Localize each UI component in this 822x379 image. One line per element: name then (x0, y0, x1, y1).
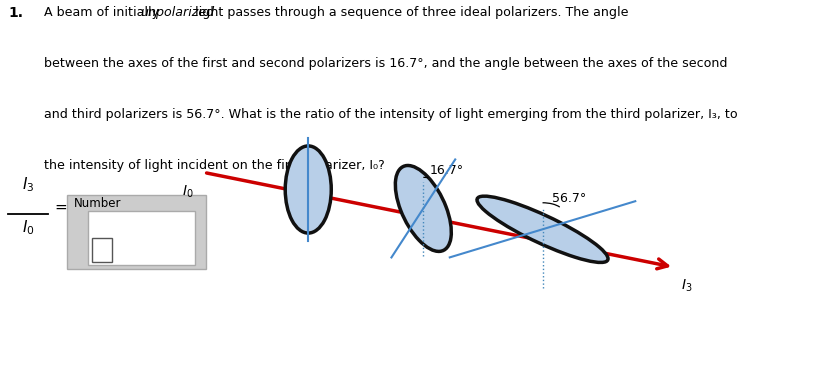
Text: 16.7°: 16.7° (430, 164, 464, 177)
Text: between the axes of the first and second polarizers is 16.7°, and the angle betw: between the axes of the first and second… (44, 57, 727, 70)
Ellipse shape (395, 166, 451, 251)
Text: =: = (54, 199, 67, 215)
Text: Number: Number (74, 197, 122, 210)
Ellipse shape (477, 196, 608, 262)
Text: unpolarized: unpolarized (140, 6, 215, 19)
Text: 56.7°: 56.7° (552, 192, 587, 205)
Text: the intensity of light incident on the first polarizer, I₀?: the intensity of light incident on the f… (44, 159, 385, 172)
Text: light passes through a sequence of three ideal polarizers. The angle: light passes through a sequence of three… (191, 6, 629, 19)
Text: $I_0$: $I_0$ (21, 218, 35, 236)
Text: $I_0$: $I_0$ (182, 183, 193, 200)
Text: 1.: 1. (8, 6, 23, 20)
FancyBboxPatch shape (88, 211, 195, 265)
Text: $I_3$: $I_3$ (21, 175, 35, 194)
Ellipse shape (285, 146, 331, 233)
Text: $I_3$: $I_3$ (681, 277, 692, 294)
FancyBboxPatch shape (92, 238, 112, 262)
FancyBboxPatch shape (67, 195, 205, 269)
Text: A beam of initially: A beam of initially (44, 6, 163, 19)
Text: and third polarizers is 56.7°. What is the ratio of the intensity of light emerg: and third polarizers is 56.7°. What is t… (44, 108, 737, 121)
